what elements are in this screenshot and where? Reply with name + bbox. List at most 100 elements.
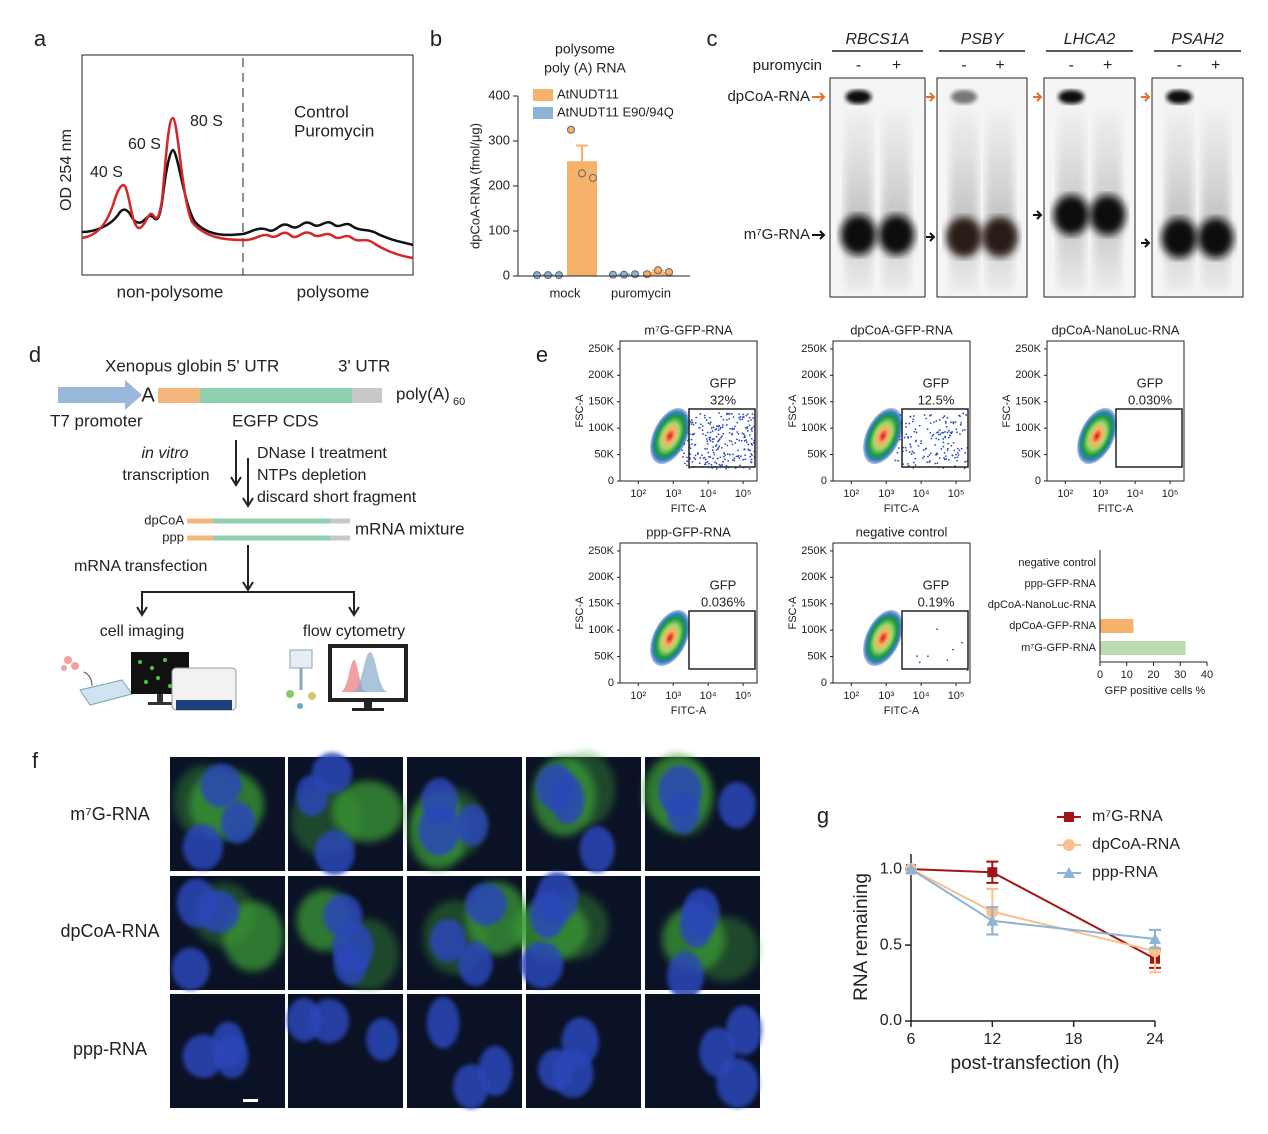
m7g-band [1053, 195, 1090, 235]
plot-title: negative control [856, 524, 948, 539]
event-dot [728, 439, 731, 442]
event-dot [736, 431, 739, 433]
event-dot [749, 461, 752, 464]
event-dot [711, 430, 714, 432]
event-dot [685, 464, 688, 467]
event-dot [702, 457, 705, 460]
event-dot [927, 655, 929, 658]
event-dot [954, 421, 957, 423]
event-dot [716, 457, 719, 460]
mrna-utr3 [330, 518, 350, 524]
event-dot [703, 414, 706, 417]
y-axis-label: OD 254 nm [58, 129, 75, 211]
event-dot [712, 438, 715, 440]
nucleus [295, 774, 329, 817]
event-dot [720, 415, 723, 418]
event-dot [699, 457, 702, 459]
event-dot [956, 451, 959, 454]
event-dot [712, 451, 715, 454]
event-dot [733, 427, 736, 430]
event-dot [747, 448, 750, 451]
y-tick-label: 50K [594, 650, 614, 662]
event-dot [952, 648, 954, 651]
event-dot [712, 457, 714, 460]
nucleus [725, 1005, 762, 1056]
y-tick-label: dpCoA-GFP-RNA [1009, 620, 1096, 632]
nucleus [332, 921, 374, 973]
region-label: polysome [297, 282, 370, 301]
gate-percent: 0.19% [918, 594, 955, 609]
event-dot [953, 449, 956, 452]
gate-label: GFP [710, 375, 737, 390]
flow-arrow [230, 440, 242, 487]
event-dot [738, 457, 741, 459]
y-tick-label: 150K [801, 598, 827, 610]
event-dot [941, 431, 943, 434]
event-dot [958, 414, 960, 417]
x-tick-label: 10⁴ [700, 488, 717, 500]
event-dot [936, 628, 938, 631]
event-dot [908, 451, 911, 453]
event-dot [709, 431, 712, 434]
event-dot [721, 426, 724, 429]
event-dot [928, 414, 931, 417]
gate [901, 610, 969, 670]
event-dot [738, 413, 740, 415]
event-dot [960, 421, 962, 424]
step-label: discard short fragment [257, 489, 417, 506]
y-tick-label: 100K [588, 422, 614, 434]
data-point [578, 169, 586, 178]
event-dot [918, 424, 921, 427]
event-dot [963, 428, 966, 431]
event-dot [719, 464, 722, 467]
flow-arrow [242, 545, 254, 592]
event-dot [943, 458, 946, 461]
y-tick-label: 150K [588, 598, 614, 610]
legend-label: AtNUDT11 E90/94Q [557, 104, 674, 119]
event-dot [706, 431, 709, 434]
event-dot [920, 440, 922, 442]
event-dot [720, 446, 723, 449]
x-axis-label: GFP positive cells % [1105, 685, 1206, 697]
nucleus [426, 996, 460, 1049]
mrna-utr3 [330, 535, 350, 541]
x-axis-label: FITC-A [1098, 503, 1134, 515]
event-dot [915, 439, 917, 442]
event-dot [949, 421, 952, 424]
nucleus [679, 900, 713, 948]
event-dot [918, 661, 921, 664]
event-dot [946, 447, 949, 450]
event-dot [930, 413, 933, 416]
x-tick-label: 24 [1146, 1031, 1164, 1048]
event-dot [686, 460, 689, 463]
x-tick-label: 10 [1121, 669, 1133, 681]
event-dot [954, 457, 956, 459]
y-tick-label: 1.0 [880, 860, 902, 877]
cap-label: dpCoA [144, 512, 184, 527]
profile-curve [81, 148, 414, 247]
event-dot [947, 436, 950, 439]
event-dot [896, 451, 899, 454]
y-tick-label: 0 [503, 267, 510, 282]
x-axis-label: FITC-A [671, 503, 707, 515]
nucleus [430, 919, 467, 963]
event-dot [707, 451, 710, 454]
event-dot [710, 427, 713, 429]
peak-label: 80 S [190, 113, 223, 130]
event-dot [731, 427, 734, 430]
event-dot [938, 457, 941, 459]
readout-label: flow cytometry [303, 623, 405, 640]
density-cloud [863, 609, 903, 667]
event-dot [699, 423, 702, 426]
event-dot [955, 453, 957, 456]
event-dot [749, 455, 752, 458]
event-dot [946, 659, 949, 662]
event-dot [698, 462, 701, 465]
event-dot [950, 444, 953, 447]
icons [61, 644, 408, 711]
event-dot [721, 463, 724, 466]
event-dot [692, 423, 695, 426]
event-dot [905, 433, 908, 436]
cds-block [200, 388, 352, 403]
event-dot [904, 422, 907, 425]
